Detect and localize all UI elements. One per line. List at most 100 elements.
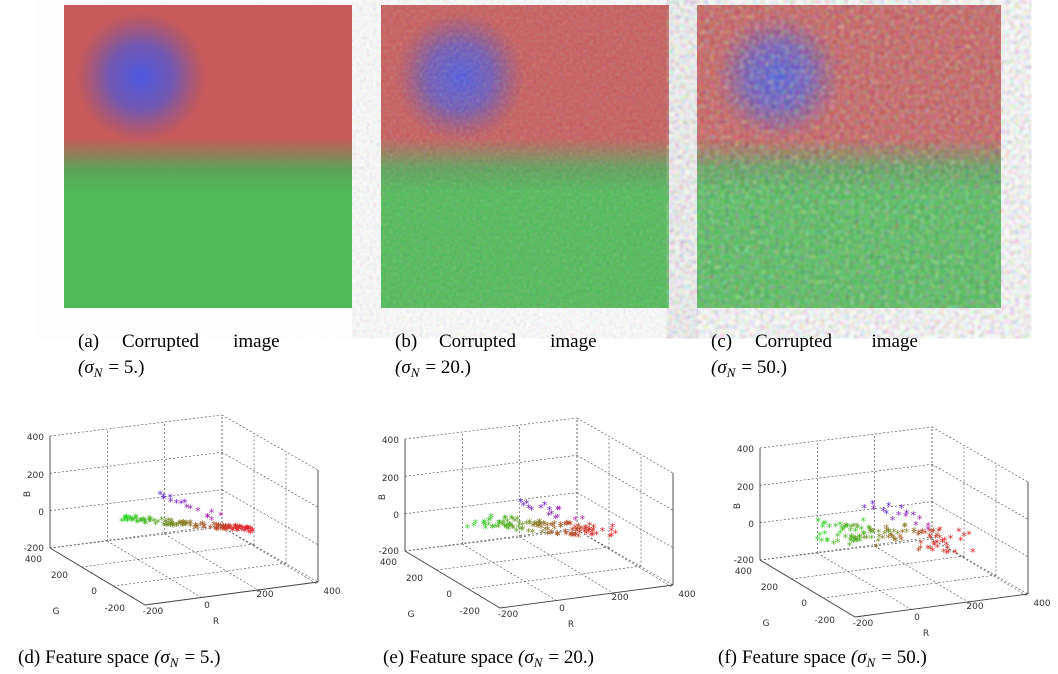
grid-line (49, 452, 223, 474)
point: * (168, 520, 174, 533)
b-tick-label: 400 (737, 445, 754, 455)
g-tick-label: 400 (25, 555, 42, 565)
point: * (579, 513, 585, 526)
point: * (225, 523, 231, 536)
point: * (839, 523, 845, 536)
point: * (124, 512, 130, 525)
point: * (122, 515, 128, 528)
point: * (583, 528, 589, 541)
caption-part: Feature space (45, 647, 149, 668)
point: * (486, 519, 492, 532)
point: * (837, 528, 843, 541)
point: * (855, 535, 861, 548)
point: * (532, 519, 538, 532)
point: * (159, 514, 165, 527)
point: * (558, 521, 564, 534)
point: * (927, 531, 933, 544)
point: * (168, 496, 174, 509)
image-c (697, 5, 1001, 308)
point: * (931, 525, 937, 538)
grid-line (49, 414, 223, 437)
point: * (125, 515, 131, 528)
point: * (192, 522, 198, 535)
point: * (837, 519, 843, 532)
point: * (488, 513, 494, 526)
point: * (564, 519, 570, 532)
point: * (126, 513, 132, 526)
point: * (572, 522, 578, 535)
point: * (163, 516, 169, 529)
point: * (890, 514, 896, 527)
point: * (471, 520, 477, 533)
grid-line (759, 538, 933, 561)
point: * (169, 518, 175, 531)
point: * (168, 520, 174, 533)
point: * (170, 521, 176, 534)
grid-line (404, 455, 578, 477)
point: * (930, 545, 936, 558)
point: * (548, 519, 554, 532)
point: * (930, 527, 936, 540)
point: * (556, 504, 562, 517)
point: * (211, 519, 217, 532)
point: * (868, 525, 874, 538)
axis-line (404, 550, 501, 609)
point: * (161, 491, 167, 504)
point: * (248, 523, 254, 536)
grid-line (791, 555, 965, 580)
point: * (886, 500, 892, 513)
point: * (230, 525, 236, 538)
point: * (539, 527, 545, 540)
point: * (214, 524, 220, 537)
point: * (819, 535, 825, 548)
point: * (571, 530, 577, 543)
point: * (183, 518, 189, 531)
point: * (241, 525, 247, 538)
b-tick-label: -200 (734, 556, 755, 566)
point: * (594, 529, 600, 542)
point: * (122, 512, 128, 525)
caption-part: N (93, 365, 104, 380)
grid-line (931, 501, 1029, 557)
point: * (506, 520, 512, 533)
point: * (524, 498, 530, 511)
point: * (936, 525, 942, 538)
point: * (919, 528, 925, 541)
point: * (142, 516, 148, 529)
grid-line (164, 533, 260, 592)
point: * (934, 530, 940, 543)
caption-part: = 5.) (184, 647, 220, 668)
point: * (607, 531, 613, 544)
point: * (176, 519, 182, 532)
point: * (904, 507, 910, 520)
point: * (558, 521, 564, 534)
b-tick-label: 0 (38, 508, 44, 518)
point: * (868, 527, 874, 540)
point: * (519, 524, 525, 537)
image-b (381, 5, 669, 308)
point: * (913, 519, 919, 532)
g-tick-label: 400 (380, 558, 397, 568)
g-tick-label: 200 (406, 574, 423, 584)
point: * (174, 497, 180, 510)
point: * (526, 502, 532, 515)
point: * (961, 530, 967, 543)
point: * (958, 535, 964, 548)
r-tick-label: -200 (498, 610, 519, 620)
point: * (935, 541, 941, 554)
point: * (925, 542, 931, 555)
point: * (820, 522, 826, 535)
point: * (486, 515, 492, 528)
point: * (153, 519, 159, 532)
point: * (151, 515, 157, 528)
plot-caption: (e) Feature space (σN = 20.) (383, 647, 594, 670)
point: * (552, 518, 558, 531)
point: * (218, 509, 224, 522)
point: * (169, 518, 175, 531)
caption-text: Corrupted image (755, 331, 918, 352)
point: * (847, 540, 853, 553)
point: * (564, 518, 570, 531)
point: * (822, 528, 828, 541)
point: * (507, 520, 513, 533)
